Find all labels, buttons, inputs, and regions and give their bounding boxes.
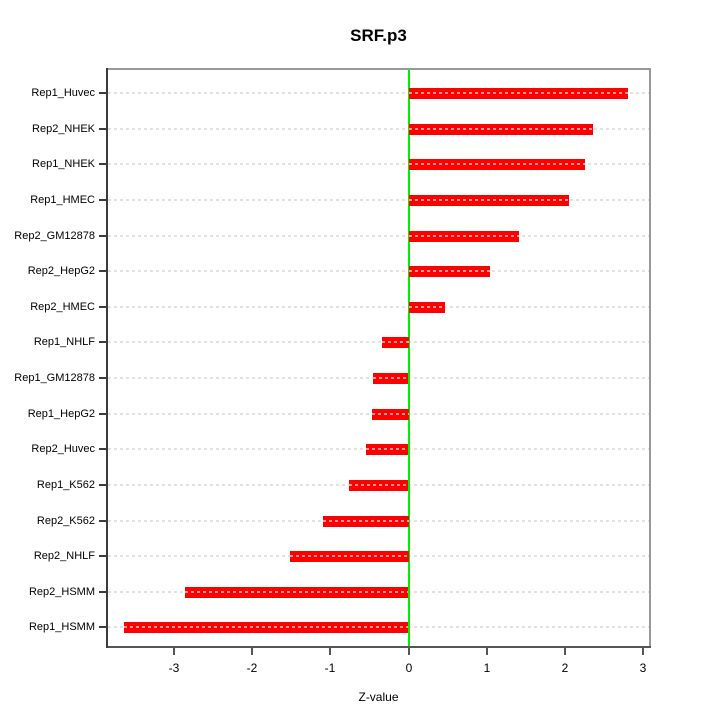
x-axis-title: Z-value — [358, 690, 399, 704]
x-tick-label: 0 — [405, 661, 413, 675]
gridline — [108, 128, 649, 130]
y-axis-label: Rep2_Huvec — [31, 443, 95, 455]
x-tick-label: -3 — [168, 661, 180, 675]
y-tick — [99, 626, 106, 628]
y-tick — [99, 555, 106, 557]
bar-Rep2_Huvec — [366, 444, 408, 455]
bar-dash-overlay — [382, 341, 409, 343]
bar-Rep2_HepG2 — [409, 266, 490, 277]
x-tick-label: 1 — [483, 661, 491, 675]
x-tick — [173, 648, 175, 655]
y-tick — [99, 306, 106, 308]
bar-dash-overlay — [349, 484, 408, 486]
bar-Rep1_Huvec — [409, 88, 628, 99]
y-tick — [99, 270, 106, 272]
bar-Rep2_GM12878 — [409, 231, 519, 242]
zero-reference-line — [408, 70, 410, 646]
y-axis-label: Rep1_GM12878 — [14, 372, 95, 384]
gridline — [108, 270, 649, 272]
bar-Rep1_HMEC — [409, 195, 569, 206]
y-tick — [99, 128, 106, 130]
bar-dash-overlay — [373, 377, 408, 379]
plot-border-left — [106, 68, 108, 648]
x-tick-label: -1 — [324, 661, 336, 675]
y-axis-label: Rep2_NHLF — [33, 550, 95, 562]
y-axis-label: Rep1_NHLF — [33, 336, 95, 348]
bar-Rep2_HSMM — [185, 587, 408, 598]
bar-dash-overlay — [409, 235, 519, 237]
y-axis-label: Rep1_K562 — [36, 479, 95, 491]
gridline — [108, 341, 649, 343]
y-tick — [99, 591, 106, 593]
y-tick — [99, 413, 106, 415]
bar-dash-overlay — [366, 448, 408, 450]
y-tick — [99, 199, 106, 201]
gridline — [108, 306, 649, 308]
bar-dash-overlay — [409, 163, 585, 165]
y-tick — [99, 484, 106, 486]
y-tick — [99, 520, 106, 522]
y-axis-label: Rep1_Huvec — [31, 87, 95, 99]
x-tick-label: -2 — [246, 661, 258, 675]
bar-dash-overlay — [409, 306, 445, 308]
bar-dash-overlay — [290, 555, 409, 557]
y-axis-label: Rep1_HMEC — [30, 194, 95, 206]
y-axis-label: Rep2_GM12878 — [14, 230, 95, 242]
bar-Rep1_NHLF — [382, 337, 409, 348]
y-tick — [99, 235, 106, 237]
gridline — [108, 199, 649, 201]
gridline — [108, 92, 649, 94]
x-tick — [642, 648, 644, 655]
plot-border-bottom — [106, 646, 651, 648]
y-tick — [99, 92, 106, 94]
bar-Rep1_K562 — [349, 480, 408, 491]
y-axis-label: Rep2_HSMM — [28, 586, 95, 598]
y-tick — [99, 341, 106, 343]
bar-dash-overlay — [124, 626, 408, 628]
gridline — [108, 163, 649, 165]
x-tick-label: 3 — [639, 661, 647, 675]
bar-dash-overlay — [323, 520, 409, 522]
bar-Rep1_NHEK — [409, 159, 585, 170]
x-tick — [329, 648, 331, 655]
bar-Rep2_NHLF — [290, 551, 409, 562]
y-axis-label: Rep1_NHEK — [32, 158, 95, 170]
bar-Rep2_K562 — [323, 516, 409, 527]
plot-border-right — [649, 68, 651, 648]
bar-dash-overlay — [409, 92, 628, 94]
bar-dash-overlay — [185, 591, 408, 593]
y-axis-label: Rep2_NHEK — [32, 123, 95, 135]
gridline — [108, 235, 649, 237]
plot-border-top — [106, 68, 651, 70]
x-tick — [564, 648, 566, 655]
x-tick — [251, 648, 253, 655]
bar-dash-overlay — [409, 128, 593, 130]
y-axis-label: Rep1_HepG2 — [27, 408, 95, 420]
y-tick — [99, 163, 106, 165]
y-tick — [99, 448, 106, 450]
x-tick — [408, 648, 410, 655]
x-tick-label: 2 — [561, 661, 569, 675]
chart-title: SRF.p3 — [350, 26, 407, 45]
y-axis-label: Rep1_HSMM — [28, 621, 95, 633]
y-axis-label: Rep2_HepG2 — [27, 265, 95, 277]
y-axis-label: Rep2_K562 — [36, 515, 95, 527]
y-tick — [99, 377, 106, 379]
bar-dash-overlay — [409, 270, 490, 272]
bar-dash-overlay — [372, 413, 409, 415]
bar-Rep2_NHEK — [409, 124, 593, 135]
bar-Rep1_GM12878 — [373, 373, 408, 384]
y-axis-label: Rep2_HMEC — [30, 301, 95, 313]
bar-Rep1_HSMM — [124, 622, 408, 633]
bar-Rep1_HepG2 — [372, 409, 409, 420]
x-tick — [486, 648, 488, 655]
bar-Rep2_HMEC — [409, 302, 445, 313]
plot-area: Rep1_Huvec Rep2_NHEK Rep1_NHEK Rep1_HMEC Rep… — [14, 68, 651, 704]
bar-dash-overlay — [409, 199, 569, 201]
